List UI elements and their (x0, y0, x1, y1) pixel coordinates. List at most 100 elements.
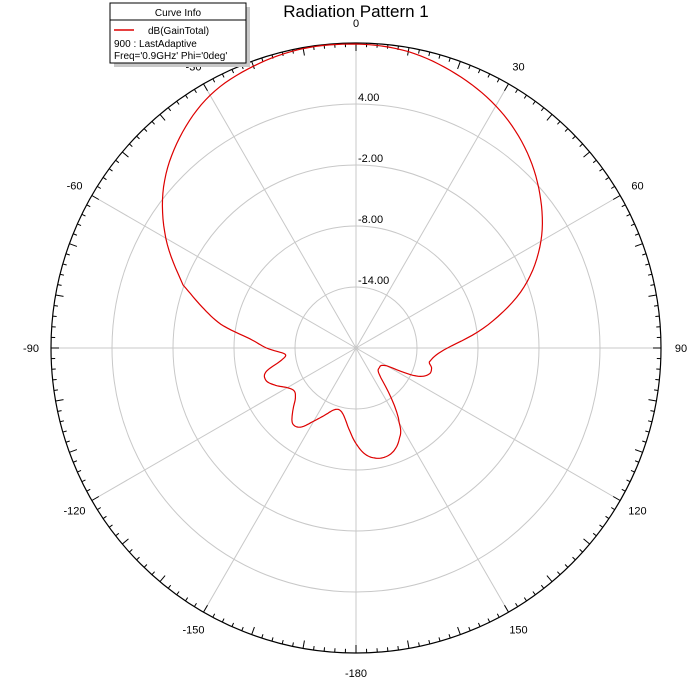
angle-tick-mark (648, 399, 657, 402)
radial-tick-label: 4.00 (358, 92, 379, 104)
angle-tick-mark (193, 89, 197, 94)
angle-tick-mark (129, 549, 133, 553)
angle-tick-mark (167, 107, 172, 112)
angle-tick-mark (650, 284, 655, 286)
angle-tick-mark (438, 637, 441, 642)
angle-tick-mark (418, 642, 420, 647)
angle-tick-mark (57, 410, 62, 412)
angle-tick-mark (468, 626, 471, 631)
angle-tick-mark (648, 294, 657, 297)
angle-tick-mark (86, 488, 91, 492)
angle-tick-mark (504, 604, 509, 613)
angle-tick-mark (504, 83, 509, 92)
angle-tick-mark (647, 420, 653, 423)
angle-tick-mark (626, 479, 631, 483)
angle-tick-mark (532, 591, 536, 596)
angle-tick-mark (621, 488, 626, 492)
angle-tick-mark (185, 94, 189, 99)
angle-tick-mark (515, 89, 519, 94)
angle-tick-mark (407, 640, 410, 649)
angle-tick-mark (122, 538, 129, 545)
angle-tick-mark (654, 389, 659, 391)
angle-tick-mark (77, 469, 82, 473)
grid-spoke (91, 195, 357, 349)
angle-tick-mark (108, 168, 113, 172)
angle-tick-mark (271, 637, 274, 642)
angle-tick-mark (69, 243, 78, 247)
angle-tick-label: 150 (509, 624, 527, 636)
angle-tick-mark (115, 159, 120, 164)
angle-tick-mark (221, 73, 225, 78)
angle-tick-mark (97, 507, 102, 511)
angle-tick-mark (159, 575, 166, 582)
angle-tick-mark (251, 61, 255, 70)
angle-tick-mark (610, 185, 615, 189)
angle-tick-mark (136, 135, 140, 140)
angle-tick-label: 0 (353, 18, 359, 30)
angle-tick-mark (457, 61, 461, 70)
angle-tick-mark (532, 100, 536, 105)
angle-tick-mark (59, 273, 65, 276)
angle-tick-mark (97, 185, 102, 189)
angle-tick-mark (626, 213, 631, 217)
angle-tick-mark (302, 640, 305, 649)
radial-tick-label: -2.00 (358, 153, 383, 165)
angle-tick-mark (605, 177, 610, 181)
legend-title: Curve Info (155, 8, 202, 19)
angle-tick-mark (251, 626, 255, 635)
angle-tick-mark (53, 389, 58, 391)
angle-tick-mark (457, 626, 461, 635)
angle-tick-mark (81, 213, 86, 217)
angle-tick-mark (292, 642, 294, 647)
angle-tick-mark (143, 128, 148, 132)
angle-tick-mark (557, 571, 561, 575)
angle-tick-mark (55, 294, 64, 297)
legend-box[interactable]: Curve Info dB(GainTotal) 900 : LastAdapt… (109, 2, 250, 67)
angle-tick-mark (65, 253, 70, 256)
angle-tick-mark (515, 602, 519, 607)
angle-tick-mark (167, 584, 172, 589)
angle-tick-mark (55, 399, 64, 402)
legend-line-1: 900 : LastAdaptive (114, 39, 197, 50)
angle-tick-mark (59, 420, 65, 423)
angle-tick-mark (151, 121, 155, 125)
angle-tick-mark (605, 515, 610, 519)
angle-tick-mark (557, 121, 561, 125)
angle-tick-mark (53, 305, 58, 307)
angle-tick-mark (540, 107, 545, 112)
angle-tick-mark (281, 639, 284, 645)
legend-entry-label: dB(GainTotal) (148, 26, 209, 37)
angle-tick-mark (91, 195, 100, 200)
gain-curve (161, 43, 544, 459)
angle-tick-mark (496, 613, 500, 618)
gain-curve-layer (161, 43, 544, 459)
angle-tick-mark (212, 613, 216, 618)
angle-tick-mark (487, 73, 491, 78)
angle-tick-mark (193, 602, 197, 607)
angle-tick-mark (621, 204, 626, 208)
angle-tick-mark (91, 496, 100, 501)
grid-spoke (91, 347, 357, 501)
angle-tick-mark (69, 449, 78, 453)
angle-tick-mark (185, 597, 189, 602)
angle-tick-mark (313, 646, 315, 651)
angle-tick-mark (261, 634, 264, 639)
angle-tick-label: 60 (631, 181, 643, 193)
angle-tick-mark (73, 233, 78, 236)
angle-tick-mark (231, 622, 235, 627)
angle-tick-mark (592, 532, 597, 537)
angle-tick-mark (583, 151, 590, 158)
angle-tick-mark (477, 69, 481, 74)
angle-tick-mark (610, 507, 615, 511)
angle-tick-mark (212, 78, 216, 83)
angle-tick-mark (221, 618, 225, 623)
angle-tick-mark (592, 159, 597, 164)
angle-tick-mark (428, 639, 431, 645)
angle-tick-mark (136, 556, 140, 561)
angle-tick-mark (397, 646, 399, 651)
angle-tick-mark (564, 564, 569, 568)
angle-tick-mark (151, 571, 155, 575)
angle-tick-mark (438, 54, 441, 59)
angle-tick-mark (487, 618, 491, 623)
chart-title: Radiation Pattern 1 (283, 2, 429, 21)
